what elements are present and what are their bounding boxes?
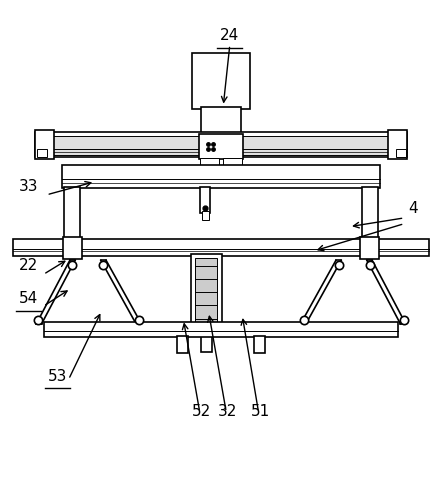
Text: 54: 54 — [19, 291, 38, 306]
Bar — [191, 254, 222, 331]
Bar — [44, 323, 398, 338]
Text: 24: 24 — [220, 28, 240, 43]
Bar — [388, 131, 407, 159]
Bar — [254, 337, 265, 353]
Bar — [44, 137, 398, 156]
Bar — [177, 337, 188, 353]
Bar — [195, 259, 217, 327]
Bar — [13, 240, 429, 256]
Bar — [199, 135, 243, 159]
Text: 53: 53 — [48, 368, 67, 383]
Bar — [37, 150, 47, 158]
Bar — [62, 166, 380, 189]
Bar — [362, 187, 378, 244]
Bar — [64, 187, 80, 244]
Bar — [202, 212, 209, 221]
Bar — [200, 159, 219, 165]
Bar — [396, 150, 406, 158]
Bar — [223, 159, 242, 165]
Text: 32: 32 — [218, 403, 237, 418]
Text: 4: 4 — [408, 201, 418, 215]
Bar — [192, 54, 250, 109]
Text: 33: 33 — [19, 178, 38, 193]
Bar — [35, 132, 407, 158]
Text: 52: 52 — [191, 403, 211, 418]
Bar — [200, 187, 210, 213]
Bar — [63, 237, 82, 260]
Text: 22: 22 — [19, 258, 38, 273]
Bar — [201, 108, 241, 135]
Bar — [35, 131, 54, 159]
Text: 51: 51 — [251, 403, 271, 418]
Bar — [360, 237, 379, 260]
Bar — [201, 330, 212, 352]
